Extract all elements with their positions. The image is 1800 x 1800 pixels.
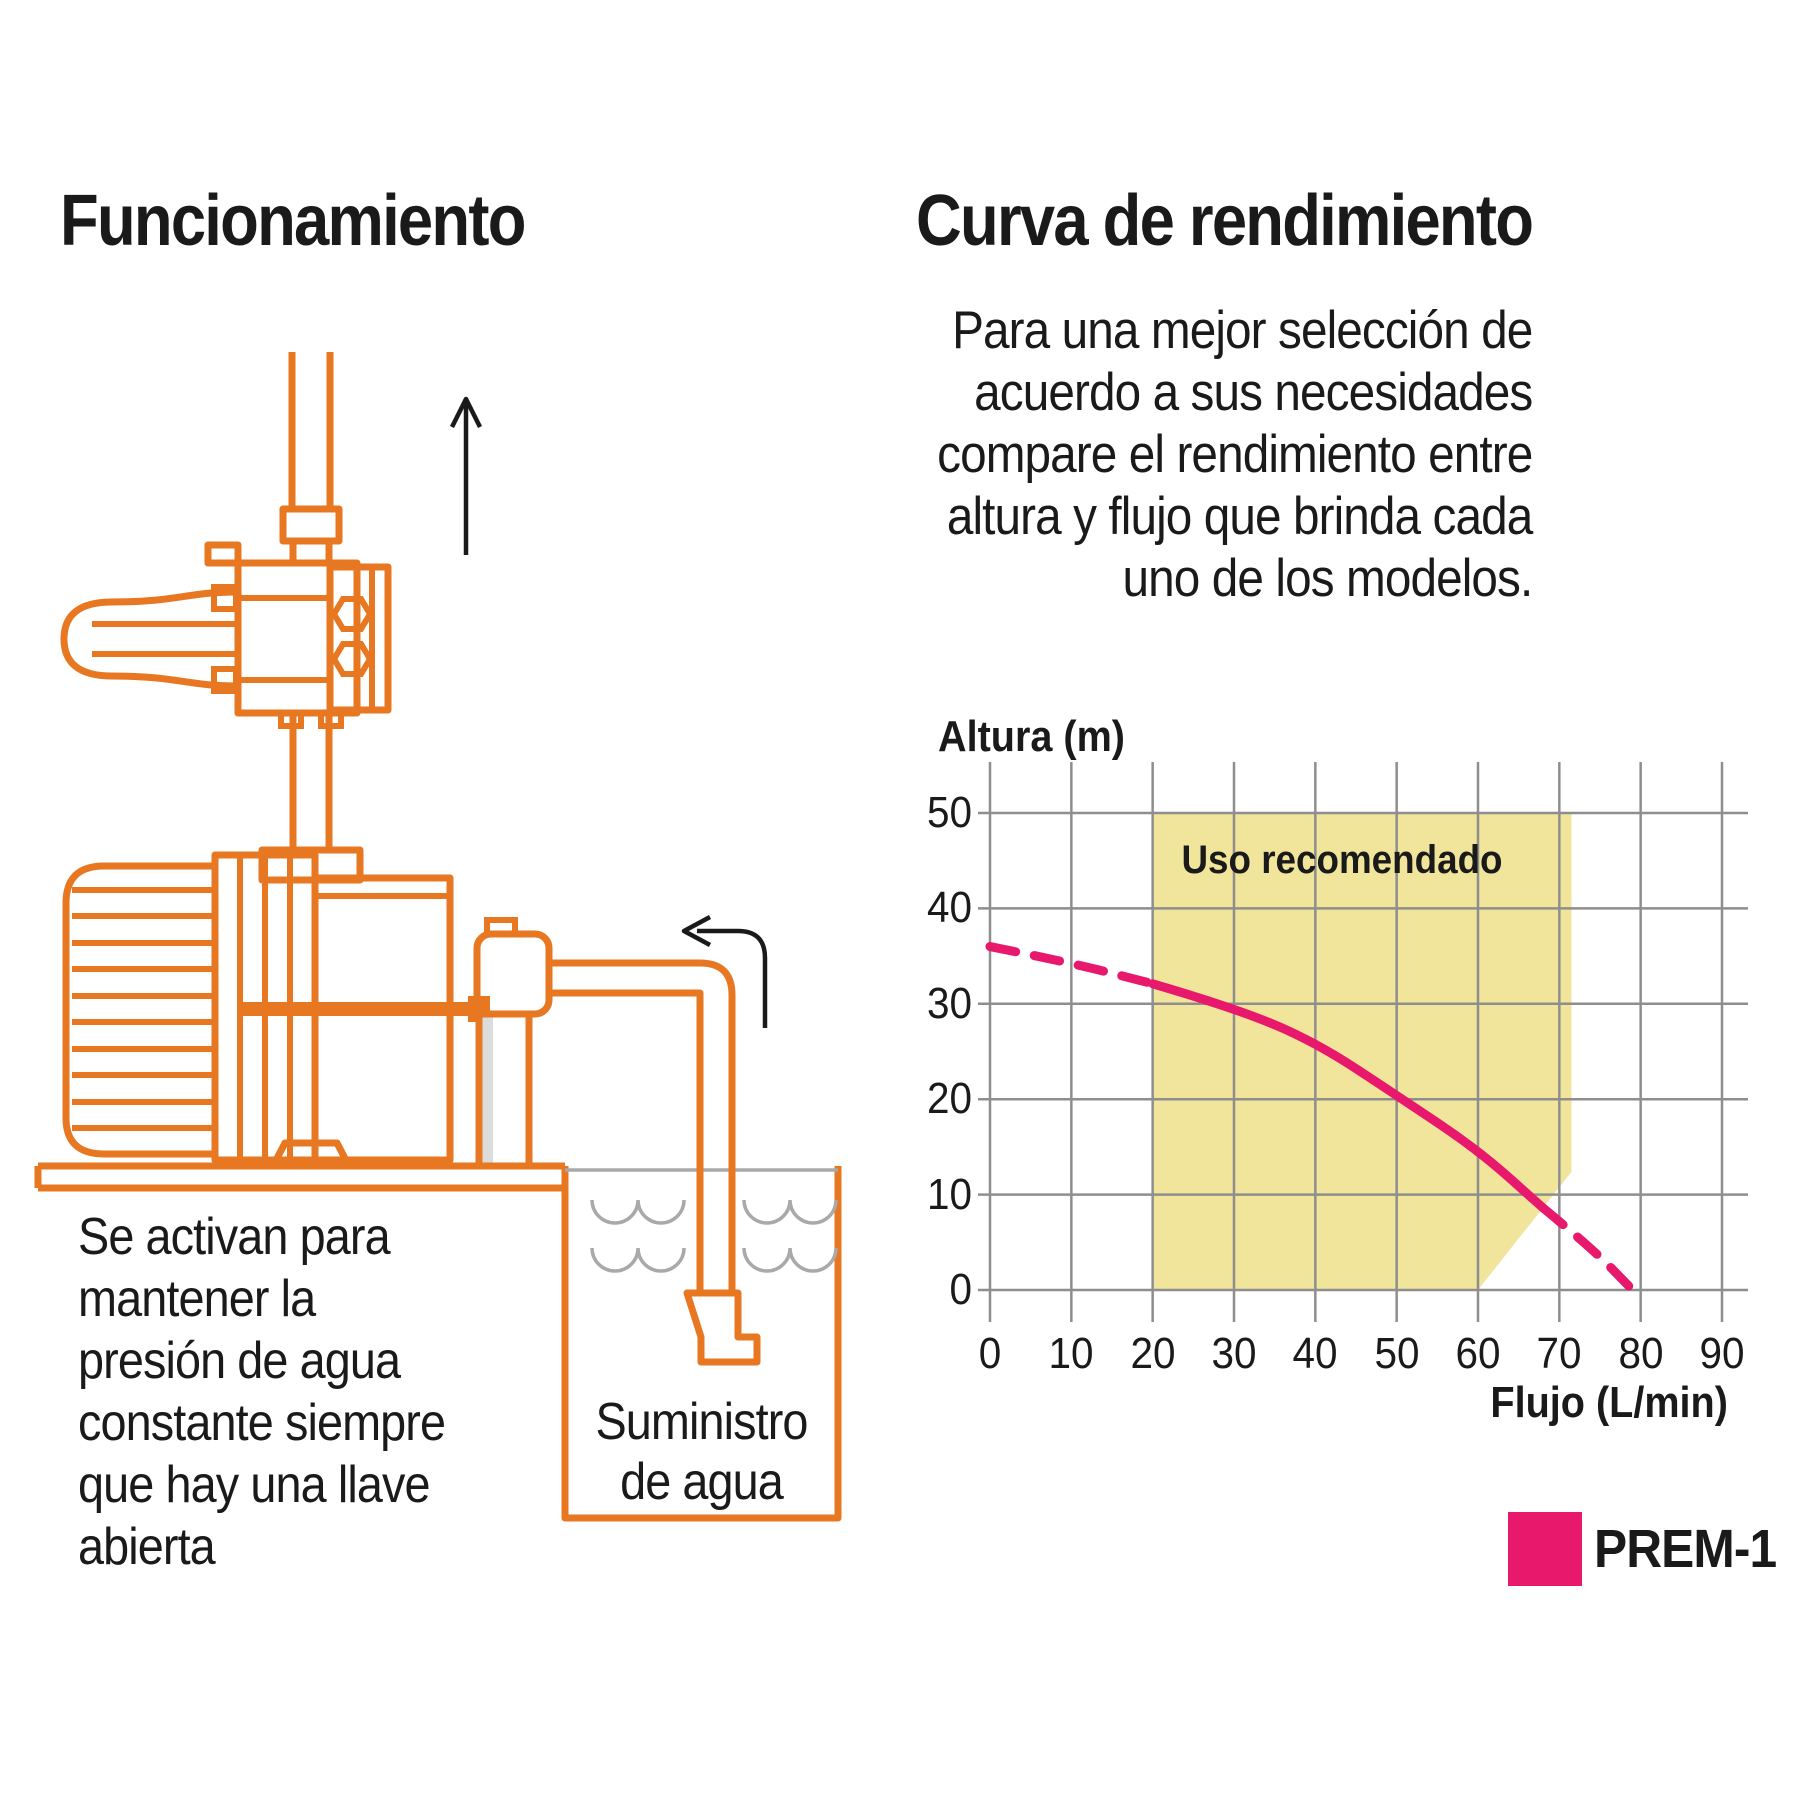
suction-pipe	[549, 959, 761, 1366]
x-axis-title: Flujo (L/min)	[1490, 1378, 1728, 1427]
recommended-use-label: Uso recomendado	[1181, 838, 1503, 882]
curve-segment-dashed	[985, 942, 1158, 989]
caption-line: constante siempre	[78, 1394, 446, 1452]
y-tick-label: 30	[926, 978, 972, 1028]
up-arrow-icon	[449, 396, 483, 555]
motor-body	[62, 862, 219, 1158]
discharge-pipe	[278, 710, 344, 850]
y-axis-title: Altura (m)	[938, 712, 1126, 761]
foot-valve	[683, 1289, 761, 1366]
x-tick-label: 20	[1130, 1329, 1176, 1378]
x-tick-label: 80	[1618, 1329, 1664, 1378]
caption-line: presión de agua	[78, 1332, 401, 1390]
x-tick-label: 30	[1211, 1329, 1257, 1378]
curve-segment-solid	[1148, 979, 1548, 1213]
intake-flow-arrow-icon	[681, 915, 768, 1028]
x-tick-label: 60	[1455, 1329, 1501, 1378]
legend-model-label: PREM-1	[1594, 1519, 1777, 1579]
y-tick-label: 20	[926, 1074, 972, 1124]
intro-line: altura y flujo que brinda cada	[946, 487, 1532, 546]
x-tick-label: 40	[1292, 1329, 1338, 1378]
y-tick-label: 50	[926, 788, 972, 837]
performance-curve	[985, 942, 1638, 1295]
intro-line: uno de los modelos.	[1122, 549, 1533, 608]
x-tick-label: 50	[1374, 1329, 1420, 1378]
legend-color-swatch	[1508, 1512, 1582, 1586]
x-tick-label: 0	[978, 1329, 1002, 1378]
x-tick-label: 90	[1699, 1329, 1745, 1378]
water-supply-label: Suministro de agua	[595, 1393, 808, 1511]
chart-grid	[978, 762, 1748, 1322]
right-section-title: Curva de rendimiento	[915, 181, 1534, 261]
caption-line: que hay una llave	[78, 1456, 430, 1514]
water-waves	[565, 1168, 838, 1273]
left-section-title: Funcionamiento	[60, 181, 526, 261]
x-tick-label: 10	[1048, 1329, 1094, 1378]
x-tick-label: 70	[1536, 1329, 1582, 1378]
operation-caption: Se activan para mantener la presión de a…	[78, 1206, 446, 1578]
caption-line: abierta	[78, 1518, 216, 1576]
platform	[34, 1162, 565, 1192]
recommended-use-region	[1152, 813, 1572, 1290]
motor-fins	[72, 887, 215, 1131]
tie-rod	[240, 1002, 476, 1016]
caption-line: Se activan para	[78, 1208, 391, 1266]
bolt-hex-icon	[330, 596, 374, 632]
intro-line: acuerdo a sus necesidades	[973, 363, 1533, 422]
y-tick-label: 10	[926, 1169, 972, 1219]
pressure-switch-unit	[60, 352, 392, 717]
water-tank	[561, 1166, 842, 1522]
intro-line: compare el rendimiento entre	[936, 425, 1533, 484]
caption-line: mantener la	[78, 1270, 316, 1328]
intro-line: Para una mejor selección de	[951, 301, 1533, 360]
y-tick-label: 0	[949, 1265, 972, 1314]
curve-segment-dashed	[1538, 1203, 1638, 1295]
y-tick-label: 40	[926, 883, 972, 933]
booster-pump	[62, 846, 553, 1170]
pump-barrel	[311, 874, 454, 1164]
bolt-hex-icon	[330, 641, 374, 677]
intro-paragraph: Para una mejor selección de acuerdo a su…	[936, 300, 1533, 610]
